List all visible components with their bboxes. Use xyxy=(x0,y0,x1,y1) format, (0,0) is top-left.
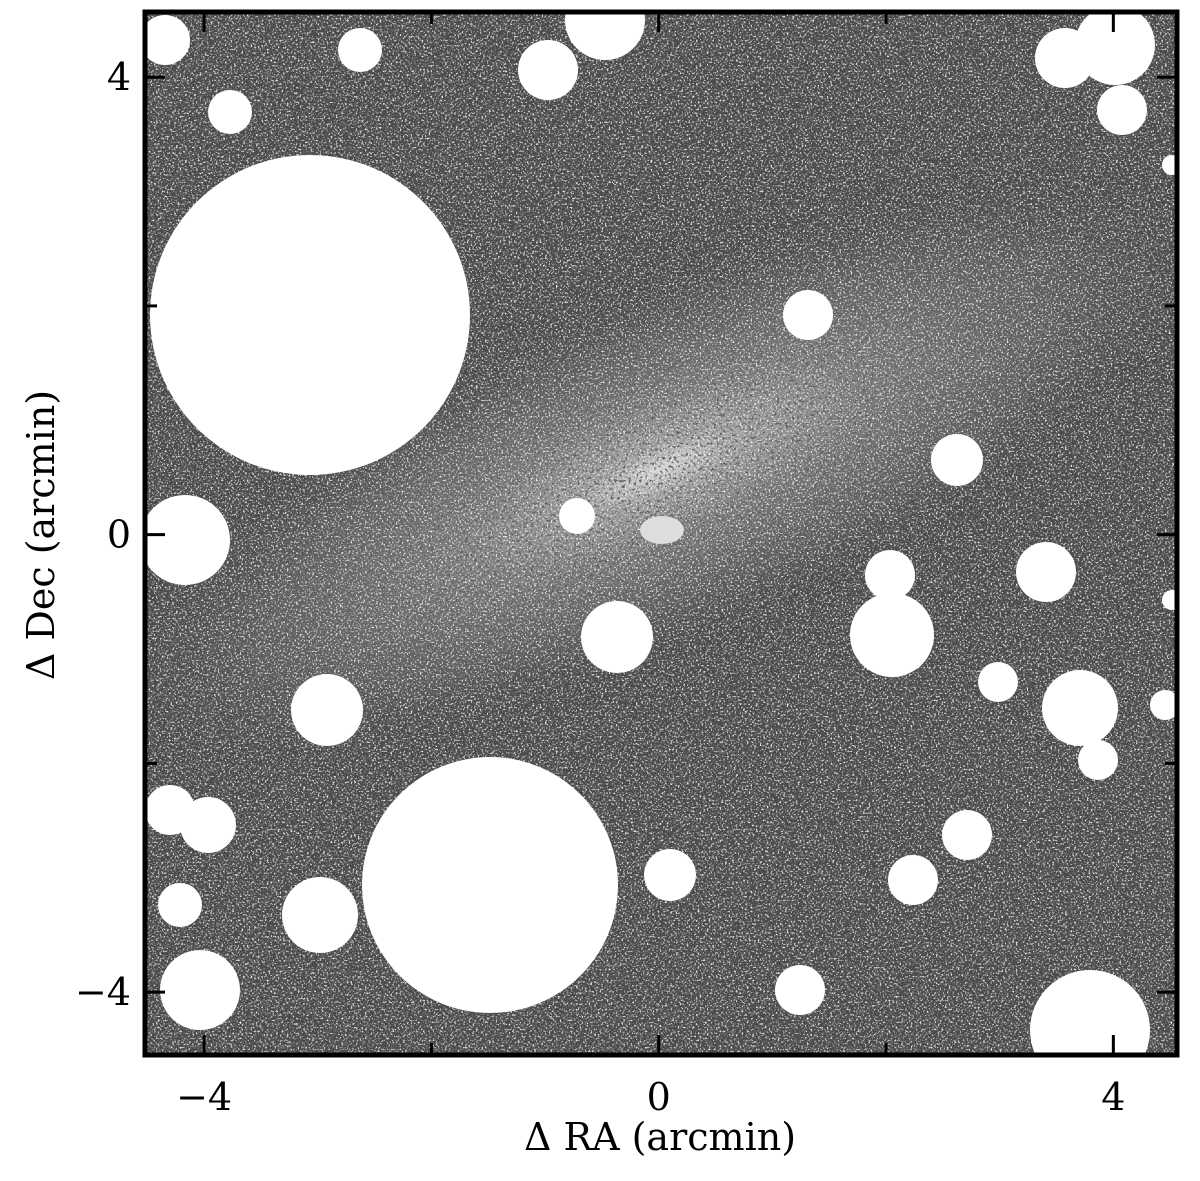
y-axis-label: Δ Dec (arcmin) xyxy=(19,390,63,680)
masked-sources xyxy=(145,12,1177,1055)
y-tick-label: −4 xyxy=(75,970,131,1014)
y-tick-label: 4 xyxy=(107,55,131,99)
x-axis-label: Δ RA (arcmin) xyxy=(524,1115,796,1159)
x-tick-label: 4 xyxy=(1101,1075,1125,1119)
x-tick-label: 0 xyxy=(647,1075,671,1119)
x-tick-label: −4 xyxy=(176,1075,232,1119)
y-tick-label: 0 xyxy=(107,513,131,557)
image xyxy=(145,12,1177,1055)
